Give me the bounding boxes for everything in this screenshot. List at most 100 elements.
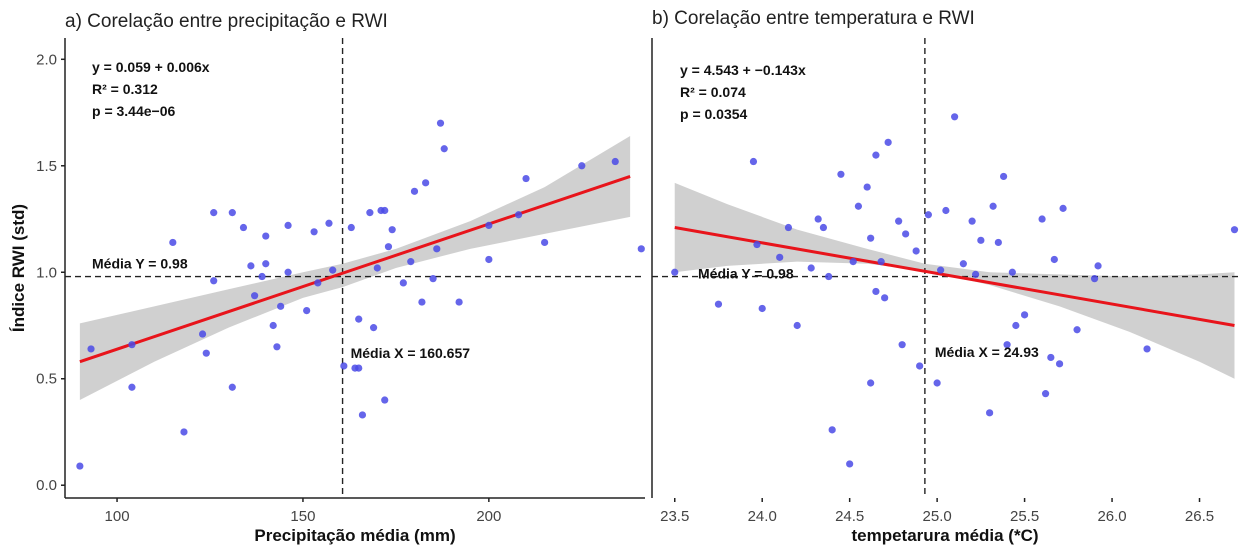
x-axis-label: Precipitação média (mm) [254, 526, 455, 545]
data-point [1012, 321, 1020, 330]
mean-y-label: Média Y = 0.98 [698, 266, 794, 282]
data-point [440, 145, 448, 153]
data-point [989, 202, 997, 210]
data-point [76, 462, 84, 470]
data-point [959, 260, 967, 268]
panel-b: b) Corelação entre temperatura e RWI 23.5… [651, 8, 1239, 545]
data-point [128, 383, 136, 391]
data-point [1073, 326, 1081, 334]
data-point [436, 119, 445, 127]
data-point [898, 341, 906, 349]
data-point [814, 215, 822, 223]
data-point [937, 266, 945, 274]
data-point [180, 428, 188, 436]
data-point [968, 217, 976, 225]
mean-y-label: Média Y = 0.98 [92, 256, 188, 272]
data-point [340, 362, 348, 370]
equation-line: R² = 0.312 [92, 81, 158, 97]
data-point [541, 238, 549, 247]
data-point [1038, 215, 1046, 223]
data-point [872, 151, 880, 159]
data-point [951, 113, 959, 121]
data-point [611, 157, 619, 166]
data-point [807, 264, 815, 272]
data-point [210, 277, 218, 285]
data-point [895, 217, 903, 225]
data-point [381, 206, 389, 215]
y-tick-label: 1.5 [36, 158, 57, 175]
data-point [228, 209, 236, 217]
data-point [1000, 172, 1008, 181]
data-point [269, 321, 277, 330]
regression-line [674, 226, 1235, 327]
data-point [358, 411, 367, 419]
data-point [825, 272, 833, 281]
data-point [433, 245, 441, 253]
x-tick-label: 150 [290, 508, 315, 525]
data-point [429, 275, 437, 283]
data-point [355, 315, 363, 323]
data-point [749, 157, 758, 166]
data-point [986, 409, 994, 417]
mean-x-label: Média X = 160.657 [351, 345, 471, 361]
y-tick-label: 0.5 [36, 371, 57, 388]
data-point [916, 362, 924, 370]
data-point [310, 228, 318, 236]
data-point [262, 232, 270, 240]
data-point [902, 230, 910, 238]
data-point [1008, 268, 1016, 276]
data-point [422, 179, 430, 187]
data-point [1003, 341, 1011, 349]
data-point [828, 426, 836, 434]
data-point [854, 202, 863, 210]
data-point [846, 460, 854, 468]
data-point [867, 379, 875, 387]
equation-line: y = 4.543 + −0.143x [680, 62, 806, 78]
x-tick-label: 24.0 [748, 508, 777, 525]
data-point [758, 304, 766, 313]
x-tick-label: 25.5 [1010, 508, 1039, 525]
data-point [418, 298, 426, 306]
x-tick-label: 23.5 [660, 508, 689, 525]
data-point [1050, 255, 1058, 264]
data-point [784, 223, 793, 232]
data-point [1020, 311, 1029, 319]
panel-a: a) Corelação entre precipitação e RWI 100… [9, 11, 645, 545]
data-point [912, 247, 920, 255]
data-point [277, 302, 285, 310]
data-point [128, 341, 136, 349]
data-point [325, 219, 333, 227]
data-point [202, 349, 210, 357]
data-point [514, 211, 523, 219]
y-tick-label: 2.0 [36, 51, 57, 68]
data-point [251, 292, 259, 300]
data-point [867, 234, 875, 242]
x-axis-label: tempetarura média (*C) [851, 526, 1038, 545]
data-point [1143, 345, 1151, 353]
data-point [1230, 226, 1239, 234]
mean-x-label: Média X = 24.93 [935, 344, 1039, 360]
data-point [578, 162, 586, 170]
data-point [942, 206, 950, 215]
data-point [381, 396, 389, 404]
y-axis-label: Índice RWI (std) [9, 204, 28, 332]
data-point [637, 245, 645, 253]
data-point [247, 262, 255, 270]
data-point [369, 324, 378, 332]
data-point [485, 221, 493, 230]
data-point [347, 223, 355, 232]
data-point [455, 298, 463, 306]
equation-line: p = 0.0354 [680, 106, 748, 122]
data-point [877, 258, 885, 266]
x-tick-label: 200 [476, 508, 501, 525]
confidence-band [674, 182, 1235, 379]
data-point [366, 209, 374, 217]
data-point [384, 243, 393, 251]
data-point [714, 300, 723, 308]
y-tick-label: 0.0 [36, 477, 57, 494]
x-tick-label: 100 [105, 508, 130, 525]
data-point [388, 226, 396, 234]
data-point [933, 379, 941, 387]
data-point [924, 211, 932, 219]
